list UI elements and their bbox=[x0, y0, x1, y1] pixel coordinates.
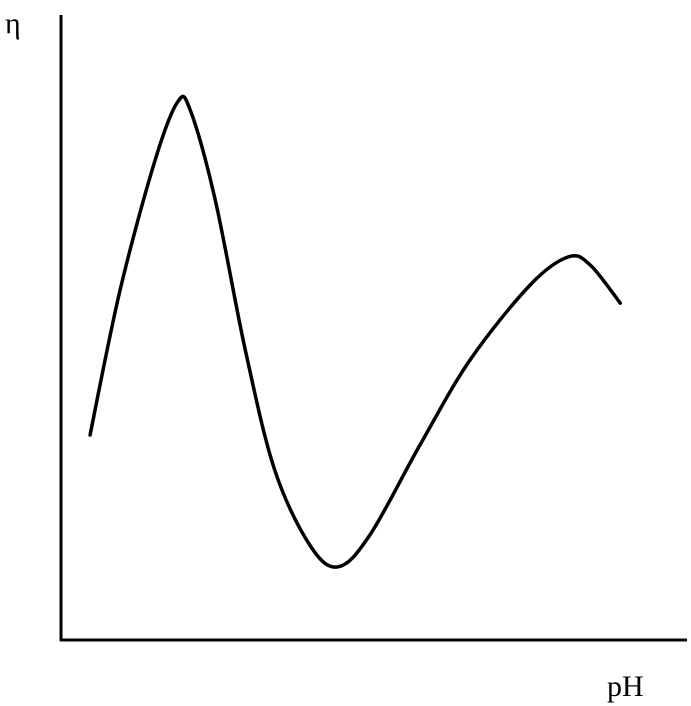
y-axis-label: η bbox=[5, 7, 21, 40]
curve bbox=[88, 94, 623, 569]
x-axis-label: pH bbox=[607, 670, 644, 703]
